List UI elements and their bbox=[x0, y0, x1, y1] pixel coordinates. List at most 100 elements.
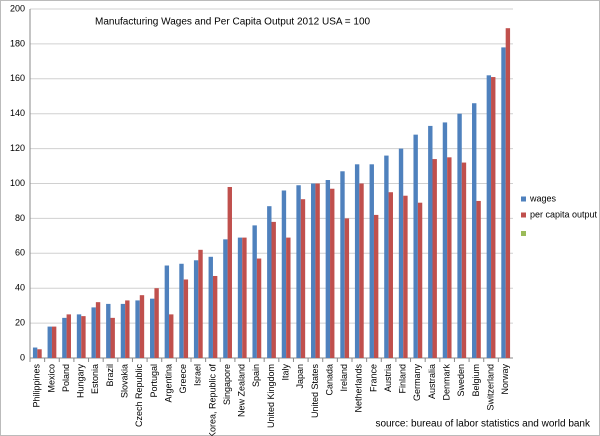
x-tick-label: Norway bbox=[500, 364, 510, 395]
bar bbox=[154, 288, 159, 358]
x-tick-label: Slovakia bbox=[120, 364, 130, 398]
bar bbox=[359, 183, 364, 358]
x-tick-label: Austria bbox=[383, 364, 393, 392]
bar bbox=[330, 188, 335, 358]
bar bbox=[354, 164, 360, 358]
bar bbox=[212, 275, 218, 358]
legend-swatch bbox=[521, 231, 526, 236]
x-tick-label: Switzerland bbox=[485, 364, 495, 411]
bar bbox=[223, 239, 228, 358]
x-tick-label: Czech Republic bbox=[134, 364, 144, 428]
x-tick-label: Hungary bbox=[76, 364, 86, 399]
bar bbox=[169, 314, 174, 358]
chart-title: Manufacturing Wages and Per Capita Outpu… bbox=[95, 17, 371, 28]
bar bbox=[369, 164, 374, 358]
x-tick-label: Belgium bbox=[471, 364, 481, 397]
bar bbox=[110, 317, 115, 358]
bar bbox=[51, 326, 57, 358]
bar bbox=[256, 258, 262, 358]
y-tick-label: 160 bbox=[10, 73, 25, 83]
y-tick-label: 140 bbox=[10, 108, 25, 118]
bar bbox=[344, 218, 350, 358]
y-tick-label: 200 bbox=[10, 3, 25, 13]
bar bbox=[501, 47, 506, 358]
x-tick-label: Denmark bbox=[442, 364, 452, 401]
bar bbox=[476, 200, 481, 358]
bar bbox=[37, 349, 42, 358]
x-tick-label: Portugal bbox=[149, 364, 159, 398]
bar bbox=[315, 183, 320, 358]
bar bbox=[179, 263, 184, 358]
x-tick-label: Poland bbox=[61, 364, 71, 392]
bar bbox=[164, 265, 170, 358]
x-tick-label: Australia bbox=[427, 364, 437, 399]
x-tick-label: Estonia bbox=[90, 364, 100, 394]
bar bbox=[237, 237, 243, 358]
x-tick-label: United States bbox=[310, 364, 320, 419]
bar bbox=[505, 28, 511, 358]
bar bbox=[125, 300, 130, 358]
legend-swatch bbox=[521, 196, 526, 202]
legend-label: wages bbox=[529, 193, 557, 203]
bar bbox=[91, 307, 96, 358]
x-tick-label: New Zealand bbox=[237, 364, 247, 417]
bar bbox=[296, 185, 301, 358]
y-tick-label: 100 bbox=[10, 178, 25, 188]
bar bbox=[491, 77, 496, 359]
x-tick-label: Philippines bbox=[32, 364, 42, 408]
y-tick-label: 0 bbox=[20, 352, 25, 362]
y-tick-label: 180 bbox=[10, 38, 25, 48]
bar bbox=[340, 171, 345, 358]
bar bbox=[403, 195, 408, 358]
x-tick-label: Italy bbox=[281, 364, 291, 381]
bar bbox=[281, 190, 287, 358]
x-tick-label: Mexico bbox=[46, 364, 56, 393]
bar bbox=[384, 155, 389, 358]
bar bbox=[183, 279, 189, 358]
bar bbox=[76, 314, 82, 358]
x-tick-label: Argentina bbox=[163, 364, 173, 403]
bar bbox=[428, 125, 433, 358]
bar bbox=[193, 260, 199, 358]
x-tick-label: Germany bbox=[412, 364, 422, 402]
bar bbox=[252, 225, 257, 358]
x-tick-label: Brazil bbox=[105, 364, 115, 387]
bar bbox=[286, 237, 291, 358]
bar bbox=[300, 199, 306, 358]
bar bbox=[208, 256, 213, 358]
bar bbox=[271, 221, 276, 358]
bar bbox=[267, 206, 272, 358]
bar bbox=[325, 180, 331, 358]
bar bbox=[311, 183, 316, 358]
bar bbox=[150, 298, 155, 358]
bar bbox=[106, 303, 111, 358]
x-tick-label: Ireland bbox=[339, 364, 349, 392]
legend-label: per capita output bbox=[530, 209, 598, 219]
bar bbox=[81, 316, 86, 358]
bar bbox=[47, 326, 52, 358]
bar bbox=[120, 303, 126, 358]
y-tick-label: 20 bbox=[15, 317, 25, 327]
bar bbox=[135, 300, 140, 358]
bar bbox=[472, 103, 477, 358]
x-tick-label: Singapore bbox=[222, 364, 232, 405]
source-note: source: bureau of labor statistics and w… bbox=[375, 419, 591, 430]
bar bbox=[417, 202, 423, 358]
bar bbox=[432, 159, 437, 358]
x-tick-label: Greece bbox=[178, 364, 188, 394]
x-tick-label: United Kingdom bbox=[266, 364, 276, 428]
bar bbox=[398, 148, 404, 358]
bar bbox=[442, 122, 448, 358]
bar bbox=[461, 162, 467, 358]
bar bbox=[447, 157, 452, 358]
y-tick-label: 40 bbox=[15, 283, 25, 293]
bar bbox=[413, 134, 418, 358]
x-tick-label: Sweden bbox=[456, 364, 466, 397]
x-tick-label: Netherlands bbox=[354, 364, 364, 413]
y-tick-label: 120 bbox=[10, 143, 25, 153]
bar bbox=[62, 317, 67, 358]
x-tick-label: Korea, Republic of bbox=[207, 364, 217, 436]
x-tick-label: Spain bbox=[251, 364, 261, 387]
